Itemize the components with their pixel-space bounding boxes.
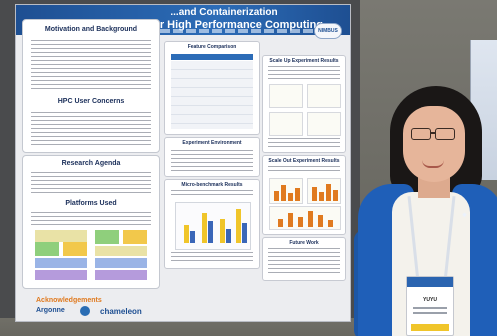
- micro-benchmark-chart: [175, 202, 251, 250]
- acknowledgements-heading: Acknowledgements: [36, 297, 102, 304]
- scale-out-text: [268, 166, 340, 174]
- badge-text-line: [413, 307, 447, 309]
- scale-up-chart-3: [269, 112, 303, 136]
- section-experiment-environment: Experiment Environment: [182, 140, 242, 146]
- chameleon-logo: chameleon: [100, 307, 142, 316]
- platform-diagram-2: [95, 230, 147, 280]
- eyeglasses-icon: [411, 128, 457, 140]
- section-platforms: Platforms Used: [65, 200, 117, 207]
- future-work-text: [268, 248, 340, 276]
- micro-benchmark-caption: [171, 252, 253, 264]
- scale-up-card: Scale Up Experiment Results: [262, 55, 346, 153]
- experiment-environment-text: [171, 150, 253, 172]
- poster-authors: [134, 29, 314, 33]
- scale-out-chart-3: [269, 206, 341, 230]
- left-column-bottom: Research Agenda Platforms Used: [22, 155, 160, 289]
- scale-out-chart-1: [269, 178, 303, 204]
- section-scale-up: Scale Up Experiment Results: [269, 58, 339, 64]
- scale-up-text: [268, 66, 340, 82]
- section-motivation: Motivation and Background: [44, 26, 138, 33]
- person-smile: [422, 160, 444, 168]
- badge-ribbon: [411, 324, 449, 331]
- future-work-card: Future Work: [262, 237, 346, 281]
- research-agenda-text: [31, 172, 151, 196]
- feature-comparison-card: Feature Comparison: [164, 41, 260, 135]
- scale-up-caption: [268, 138, 340, 148]
- badge-text-line: [413, 312, 447, 314]
- hpc-concerns-text: [31, 112, 151, 148]
- sponsor-logos: Argonne chameleon: [36, 305, 186, 317]
- badge-header: [407, 277, 453, 287]
- name-badge: YUYU: [406, 276, 454, 336]
- section-scale-out: Scale Out Experiment Results: [268, 158, 340, 164]
- nimbus-logo: NIMBUS: [314, 23, 342, 39]
- jacket-logo-icon: ✳: [462, 213, 468, 219]
- poster-title-line2: ...es for High Performance Computing: [124, 19, 324, 31]
- section-hpc-concerns: HPC User Concerns: [57, 98, 125, 105]
- left-column-top: Motivation and Background HPC User Conce…: [22, 19, 160, 153]
- section-feature-comparison: Feature Comparison: [187, 44, 237, 50]
- poster-title-line1: ...and Containerization: [170, 7, 278, 18]
- platforms-text: [31, 212, 151, 226]
- scale-out-card: Scale Out Experiment Results: [262, 155, 346, 235]
- section-research-agenda: Research Agenda: [61, 160, 121, 167]
- person-face: [403, 106, 465, 182]
- scale-up-chart-2: [307, 84, 341, 108]
- micro-benchmark-text: [171, 190, 253, 198]
- badge-name: YUYU: [423, 297, 437, 303]
- platform-diagram-1: [35, 230, 87, 280]
- scale-out-chart-2: [307, 178, 341, 204]
- research-poster: ...and Containerization ...es for High P…: [15, 4, 351, 322]
- circle-logo-icon: [80, 306, 90, 316]
- comparison-table-header: [171, 54, 253, 60]
- person-neck: [418, 176, 450, 198]
- scale-up-chart-1: [269, 84, 303, 108]
- section-future-work: Future Work: [289, 240, 319, 246]
- motivation-text: [31, 40, 151, 90]
- scale-up-chart-4: [307, 112, 341, 136]
- experiment-environment-card: Experiment Environment: [164, 137, 260, 177]
- comparison-table-body: [171, 61, 253, 129]
- section-micro-benchmark: Micro-benchmark Results: [181, 182, 243, 188]
- micro-benchmark-card: Micro-benchmark Results: [164, 179, 260, 269]
- argonne-logo: Argonne: [36, 307, 65, 314]
